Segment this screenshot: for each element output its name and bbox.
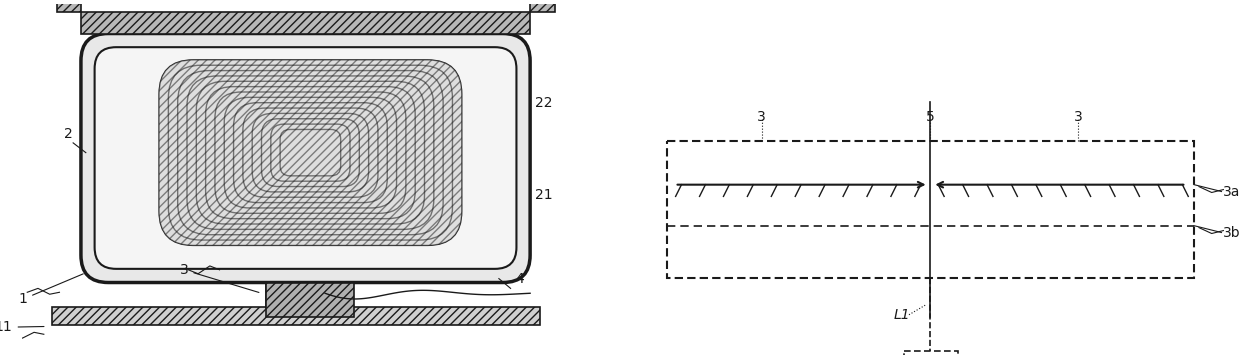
FancyBboxPatch shape (81, 33, 531, 283)
FancyBboxPatch shape (159, 60, 461, 246)
Text: 5: 5 (926, 110, 935, 124)
Text: 2: 2 (64, 127, 73, 141)
Text: 3: 3 (758, 110, 766, 124)
Text: 3b: 3b (1224, 227, 1240, 241)
Text: 21: 21 (534, 188, 553, 202)
Polygon shape (52, 307, 539, 325)
Text: 3: 3 (180, 263, 259, 293)
Polygon shape (57, 0, 81, 12)
Text: 22: 22 (534, 96, 553, 110)
Polygon shape (531, 0, 554, 12)
Text: L1: L1 (893, 308, 910, 322)
Text: 3: 3 (1074, 110, 1083, 124)
Text: 4: 4 (516, 272, 525, 286)
Text: 11: 11 (0, 320, 43, 334)
Polygon shape (81, 12, 531, 33)
Text: 3a: 3a (1224, 186, 1240, 200)
Polygon shape (267, 283, 355, 317)
FancyBboxPatch shape (94, 47, 516, 269)
Text: 1: 1 (19, 274, 83, 306)
Polygon shape (267, 280, 325, 307)
